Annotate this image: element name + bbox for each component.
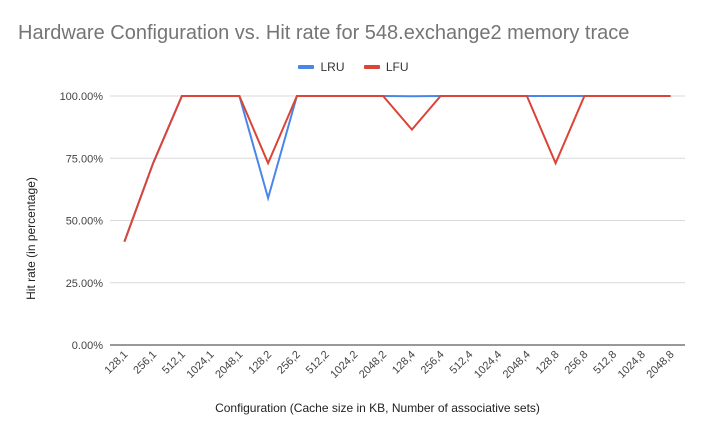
chart-title: Hardware Configuration vs. Hit rate for …	[18, 22, 630, 44]
x-tick-label: 1024,2	[328, 349, 360, 381]
legend-swatch-lru	[298, 65, 315, 69]
x-tick-label: 256,1	[131, 349, 159, 377]
y-tick-label: 50.00%	[66, 216, 104, 228]
series-line-lfu	[123, 95, 671, 243]
x-tick-label: 128,8	[534, 349, 562, 377]
x-tick-label: 256,8	[563, 349, 591, 377]
x-tick-label: 1024,1	[184, 349, 216, 381]
y-tick-label: 25.00%	[66, 278, 104, 290]
legend-swatch-lfu	[363, 65, 380, 69]
legend-item-lru[interactable]: LRU	[298, 60, 345, 74]
x-tick-label: 1024,8	[616, 349, 648, 381]
legend-label-lfu: LFU	[385, 60, 409, 74]
x-tick-label: 2048,4	[501, 349, 533, 381]
y-tick-label: 100.00%	[60, 91, 104, 103]
x-tick-label: 2048,8	[644, 349, 676, 381]
x-tick-label: 2048,2	[357, 349, 389, 381]
y-axis-title: Hit rate (in percentage)	[24, 177, 38, 300]
x-tick-label: 128,1	[103, 349, 131, 377]
x-tick-label: 256,4	[419, 349, 447, 377]
x-axis-title: Configuration (Cache size in KB, Number …	[215, 401, 540, 415]
x-tick-label: 1024,4	[472, 349, 504, 381]
x-tick-label: 128,2	[246, 349, 274, 377]
legend-label-lru: LRU	[320, 60, 345, 74]
x-tick-label: 256,2	[275, 349, 303, 377]
x-tick-label: 128,4	[390, 349, 418, 377]
y-tick-label: 0.00%	[72, 340, 103, 352]
series-line-lru	[123, 95, 671, 243]
legend: LRU LFU	[0, 58, 707, 74]
y-tick-label: 75.00%	[66, 153, 104, 165]
legend-item-lfu[interactable]: LFU	[363, 60, 409, 74]
x-tick-label: 2048,1	[213, 349, 245, 381]
